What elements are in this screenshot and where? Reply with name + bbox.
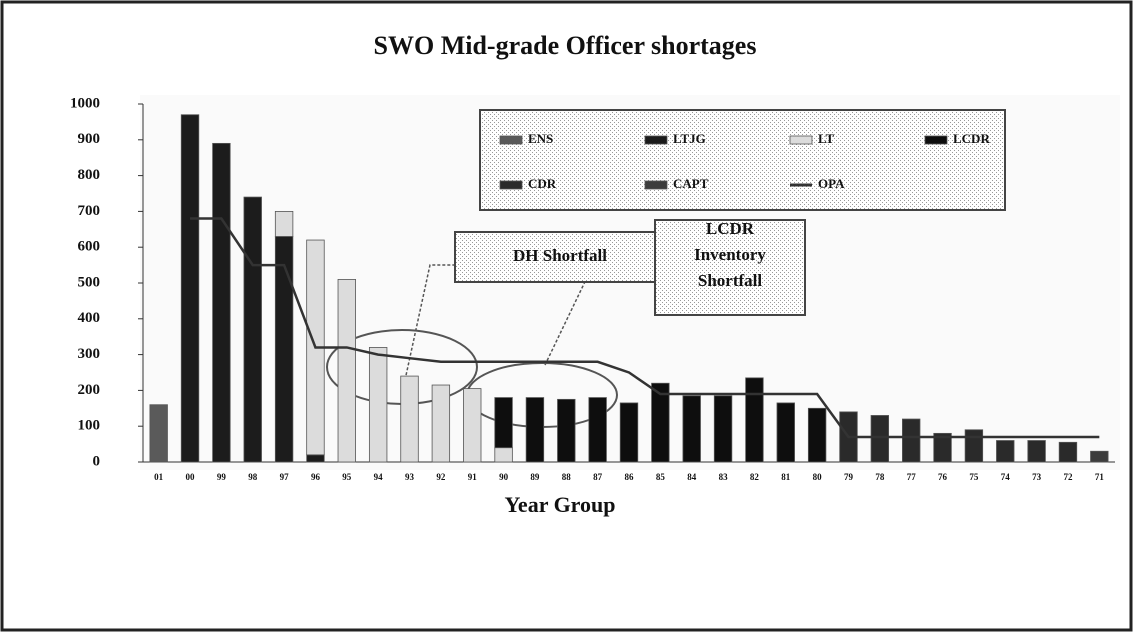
- legend-label: LTJG: [673, 131, 706, 146]
- legend-label: ENS: [528, 131, 553, 146]
- bar: [1090, 450, 1109, 463]
- x-tick-label: 76: [938, 472, 948, 482]
- y-tick-label: 400: [78, 310, 101, 326]
- legend-label: CDR: [528, 176, 557, 191]
- bar: [1058, 441, 1078, 463]
- x-tick-label: 90: [499, 472, 509, 482]
- chart-title: SWO Mid-grade Officer shortages: [374, 31, 757, 60]
- y-tick-label: 1000: [70, 95, 100, 111]
- annotation: Shortfall: [698, 271, 763, 290]
- bar: [306, 454, 325, 463]
- y-tick-label: 500: [78, 274, 101, 290]
- legend-swatch: [644, 135, 668, 145]
- bar: [463, 388, 482, 463]
- x-tick-label: 75: [969, 472, 979, 482]
- bar: [525, 397, 545, 463]
- y-tick-label: 800: [78, 167, 101, 183]
- bar: [713, 395, 733, 463]
- x-tick-label: 71: [1095, 472, 1105, 482]
- x-tick-label: 87: [593, 472, 603, 482]
- y-tick-label: 300: [78, 346, 101, 362]
- bar: [212, 142, 231, 463]
- x-tick-label: 85: [656, 472, 666, 482]
- x-tick-label: 86: [625, 472, 635, 482]
- bar: [745, 377, 764, 463]
- x-tick-label: 99: [217, 472, 227, 482]
- y-tick-label: 200: [78, 382, 101, 398]
- x-tick-label: 95: [342, 472, 352, 482]
- bar: [431, 384, 451, 463]
- x-tick-label: 97: [280, 472, 290, 482]
- legend-label: CAPT: [673, 176, 709, 191]
- bar: [996, 440, 1015, 463]
- x-tick-label: 80: [813, 472, 823, 482]
- annotation: LCDR: [706, 219, 755, 238]
- x-tick-label: 92: [436, 472, 446, 482]
- x-tick-label: 01: [154, 472, 164, 482]
- legend-swatch: [924, 135, 948, 145]
- bar: [149, 404, 168, 463]
- bar: [1027, 440, 1046, 463]
- y-tick-label: 100: [78, 418, 101, 434]
- bar: [368, 347, 388, 463]
- x-tick-label: 81: [781, 472, 791, 482]
- x-tick-label: 91: [468, 472, 478, 482]
- bar: [933, 432, 952, 463]
- x-axis-label: Year Group: [504, 492, 615, 517]
- x-tick-label: 73: [1032, 472, 1042, 482]
- x-tick-label: 72: [1063, 472, 1073, 482]
- legend: [479, 109, 1006, 211]
- bar: [870, 415, 890, 463]
- legend-swatch: [789, 135, 813, 145]
- y-tick-label: 700: [78, 203, 101, 219]
- legend-label: LT: [818, 131, 834, 146]
- annotation: Inventory: [694, 245, 766, 264]
- x-tick-label: 77: [907, 472, 917, 482]
- annotation-box: [454, 231, 666, 283]
- x-tick-label: 78: [875, 472, 885, 482]
- x-tick-label: 79: [844, 472, 854, 482]
- bar: [274, 236, 294, 463]
- y-tick-label: 900: [78, 131, 101, 147]
- bar: [274, 210, 294, 237]
- bar: [400, 375, 419, 463]
- legend-swatch: [644, 180, 668, 190]
- y-tick-label: 600: [78, 239, 101, 255]
- bar: [619, 402, 639, 463]
- bar: [494, 397, 513, 449]
- bar: [337, 279, 356, 463]
- x-tick-label: 82: [750, 472, 760, 482]
- bar: [243, 196, 262, 463]
- legend-swatch: [499, 180, 523, 190]
- bar: [651, 382, 670, 463]
- bar: [964, 429, 984, 463]
- x-tick-label: 89: [530, 472, 540, 482]
- x-tick-label: 98: [248, 472, 258, 482]
- x-tick-label: 93: [405, 472, 415, 482]
- bar: [557, 398, 576, 463]
- x-tick-label: 84: [687, 472, 697, 482]
- bar: [776, 402, 795, 463]
- annotation: DH Shortfall: [513, 246, 607, 265]
- bar: [807, 407, 827, 463]
- y-tick-label: 0: [93, 453, 101, 469]
- bar: [902, 418, 921, 463]
- legend-label: OPA: [818, 176, 845, 191]
- x-tick-label: 83: [719, 472, 729, 482]
- legend-swatch: [499, 135, 523, 145]
- bar: [682, 395, 701, 463]
- x-tick-label: 74: [1001, 472, 1011, 482]
- callout-line: [404, 264, 455, 381]
- x-tick-label: 94: [374, 472, 384, 482]
- annotation-box: [654, 219, 806, 316]
- opa-line: [190, 217, 1100, 439]
- x-tick-label: 00: [186, 472, 196, 482]
- x-tick-label: 88: [562, 472, 572, 482]
- bar: [180, 114, 200, 463]
- bar: [494, 447, 513, 463]
- legend-label: LCDR: [953, 131, 990, 146]
- bar: [588, 397, 607, 463]
- x-tick-label: 96: [311, 472, 321, 482]
